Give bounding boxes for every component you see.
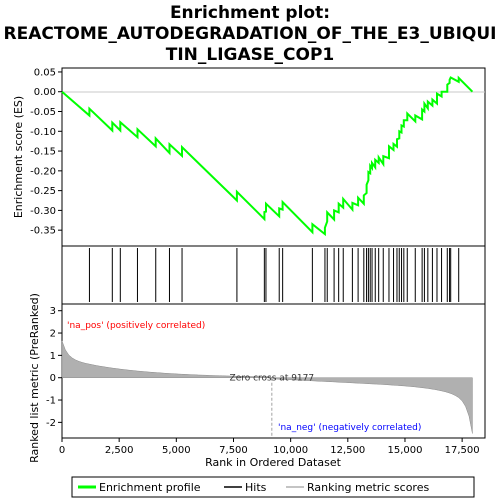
es-tick-label: -0.05 [30,107,56,118]
es-tick-label: 0.00 [34,87,56,98]
hits-panel-frame [61,245,486,305]
x-axis-label: Rank in Ordered Dataset [205,456,342,469]
es-tick-label: -0.25 [30,186,56,197]
es-panel-frame [61,67,486,247]
metric-tick-label: 3 [50,306,56,317]
es-y-ticks: 0.05 0.00 -0.05 -0.10 -0.15 -0.20 -0.25 -0.30 -0… [30,67,62,237]
legend-enrichment-label: Enrichment profile [99,481,201,494]
x-tick-label: 0 [59,445,65,456]
es-tick-label: -0.35 [30,226,56,237]
x-tick-label: 17,500 [445,445,480,456]
x-tick-label: 15,000 [387,445,422,456]
legend-metric-label: Ranking metric scores [307,481,429,494]
pos-correlated-label: 'na_pos' (positively correlated) [67,321,205,331]
enrichment-profile-line [61,75,474,237]
hits-marks [88,248,460,302]
metric-y-axis-label: Ranked list metric (PreRanked) [28,293,41,463]
chart-title-line-1: Enrichment plot: [170,3,330,23]
chart-title-line-2: REACTOME_AUTODEGRADATION_OF_THE_E3_UBIQU… [4,24,497,44]
es-tick-label: -0.10 [30,127,56,138]
metric-tick-label: 1 [50,351,56,362]
x-tick-label: 2,500 [105,445,134,456]
ranking-metric-area [61,340,473,434]
x-tick-label: 12,500 [330,445,365,456]
metric-tick-label: 2 [50,329,56,340]
metric-tick-label: -1 [46,396,56,407]
metric-tick-label: -2 [46,418,56,429]
x-tick-label: 7,500 [219,445,248,456]
legend-hits-label: Hits [245,481,267,494]
es-tick-label: -0.20 [30,166,56,177]
chart-title-line-3: TIN_LIGASE_COP1 [166,45,335,65]
es-y-axis-label: Enrichment score (ES) [12,96,25,218]
es-tick-label: -0.15 [30,147,56,158]
legend-box [71,476,475,498]
x-tick-label: 5,000 [162,445,191,456]
x-tick-label: 10,000 [273,445,308,456]
neg-correlated-label: 'na_neg' (negatively correlated) [278,423,421,433]
metric-tick-label: 0 [50,373,56,384]
metric-y-ticks: 3 2 1 0 -1 -2 [46,306,62,429]
zero-cross-label: Zero cross at 9177 [230,374,315,384]
es-tick-label: -0.30 [30,206,56,217]
es-tick-label: 0.05 [34,67,56,78]
x-axis-ticks: 0 2,500 5,000 7,500 10,000 12,500 15,000 17,500 [59,438,480,456]
